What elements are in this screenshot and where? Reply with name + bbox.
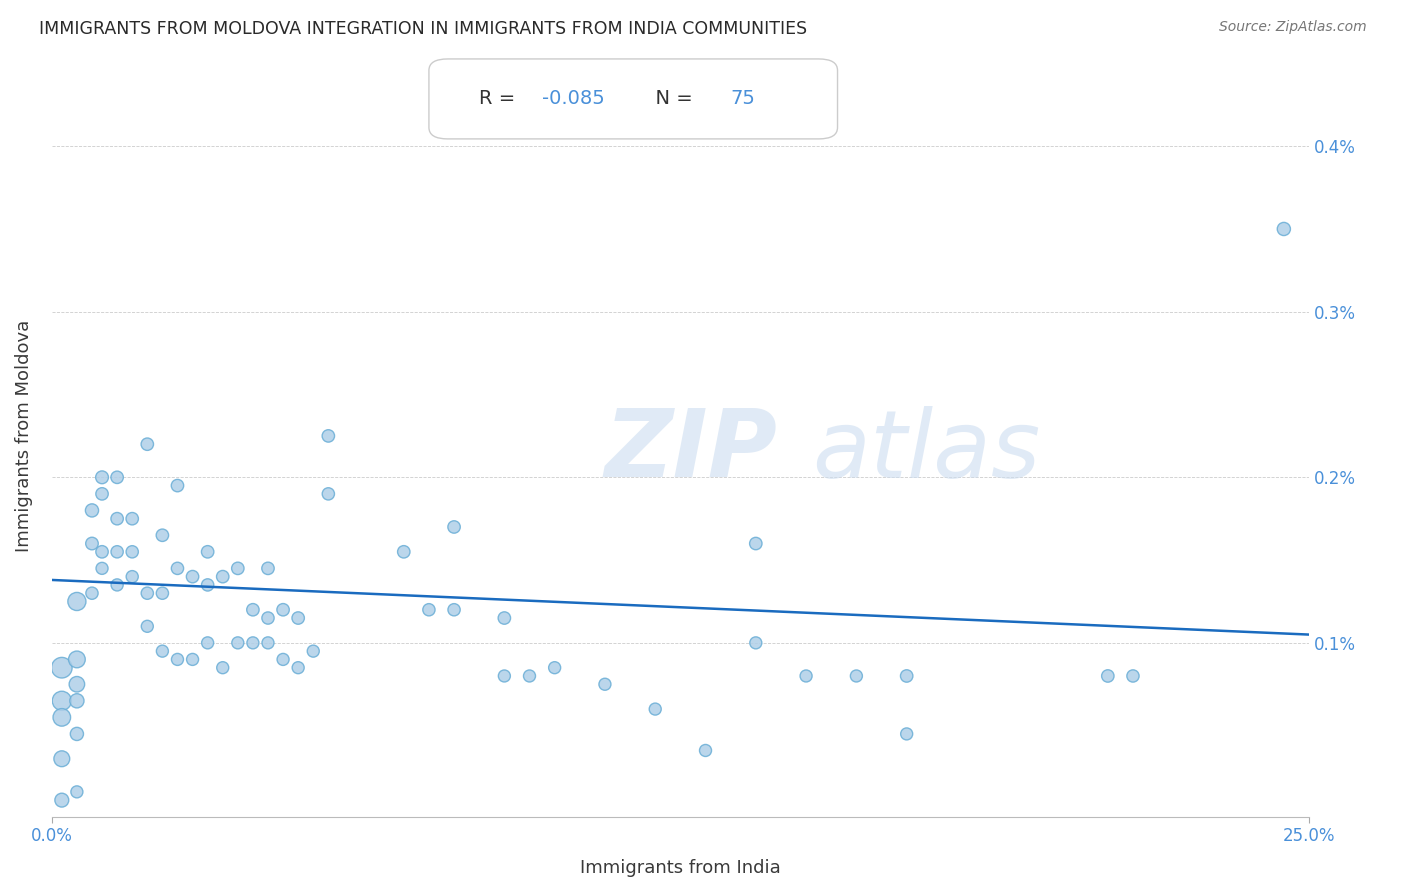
Point: [51, 710, 73, 724]
Point: [226, 636, 249, 650]
Point: [257, 561, 280, 575]
Point: [121, 569, 143, 583]
Point: [66, 694, 89, 708]
Point: [136, 586, 159, 600]
Point: [1097, 669, 1119, 683]
Text: -0.085: -0.085: [543, 89, 605, 109]
Point: [271, 603, 294, 617]
Point: [896, 669, 918, 683]
Point: [794, 669, 817, 683]
Point: [51, 752, 73, 766]
Point: [418, 603, 440, 617]
Point: [543, 661, 565, 675]
Point: [80, 586, 103, 600]
Point: [197, 578, 219, 592]
Point: [105, 578, 128, 592]
Point: [166, 478, 188, 492]
Point: [392, 545, 415, 559]
Point: [66, 594, 89, 608]
Point: [150, 586, 173, 600]
Point: [197, 545, 219, 559]
Point: [197, 636, 219, 650]
Point: [51, 793, 73, 807]
Point: [745, 636, 768, 650]
Point: [443, 520, 465, 534]
Point: [242, 603, 264, 617]
Text: Source: ZipAtlas.com: Source: ZipAtlas.com: [1219, 20, 1367, 34]
Point: [121, 545, 143, 559]
Point: [257, 636, 280, 650]
Point: [66, 677, 89, 691]
Point: [91, 561, 114, 575]
FancyBboxPatch shape: [429, 59, 838, 139]
Point: [494, 611, 516, 625]
Point: [51, 661, 73, 675]
Point: [181, 569, 204, 583]
Point: [166, 652, 188, 666]
Point: [136, 437, 159, 451]
Point: [287, 661, 309, 675]
Point: [644, 702, 666, 716]
Point: [896, 727, 918, 741]
Point: [271, 652, 294, 666]
Point: [1272, 222, 1295, 236]
Point: [257, 611, 280, 625]
Point: [105, 470, 128, 484]
Text: N =: N =: [643, 89, 699, 109]
Point: [136, 619, 159, 633]
Point: [494, 669, 516, 683]
Text: IMMIGRANTS FROM MOLDOVA INTEGRATION IN IMMIGRANTS FROM INDIA COMMUNITIES: IMMIGRANTS FROM MOLDOVA INTEGRATION IN I…: [39, 20, 807, 37]
Point: [181, 652, 204, 666]
Point: [211, 569, 233, 583]
Text: 75: 75: [731, 89, 755, 109]
Point: [150, 528, 173, 542]
Y-axis label: Immigrants from Moldova: Immigrants from Moldova: [15, 320, 32, 552]
Point: [745, 536, 768, 550]
Point: [845, 669, 868, 683]
Point: [166, 561, 188, 575]
Point: [1122, 669, 1144, 683]
Text: atlas: atlas: [813, 406, 1040, 497]
Point: [695, 743, 717, 757]
Point: [242, 636, 264, 650]
Point: [91, 470, 114, 484]
Point: [91, 487, 114, 501]
Point: [287, 611, 309, 625]
Point: [226, 561, 249, 575]
Point: [91, 545, 114, 559]
Point: [150, 644, 173, 658]
X-axis label: Immigrants from India: Immigrants from India: [581, 859, 780, 877]
Point: [66, 652, 89, 666]
Point: [593, 677, 616, 691]
Point: [318, 429, 340, 443]
Point: [105, 545, 128, 559]
Point: [80, 536, 103, 550]
Point: [211, 661, 233, 675]
Point: [302, 644, 325, 658]
Point: [443, 603, 465, 617]
Text: ZIP: ZIP: [605, 405, 778, 497]
Text: R =: R =: [479, 89, 522, 109]
Point: [519, 669, 541, 683]
Point: [121, 511, 143, 525]
Point: [105, 511, 128, 525]
Point: [80, 503, 103, 517]
Point: [66, 727, 89, 741]
Point: [66, 785, 89, 799]
Point: [318, 487, 340, 501]
Point: [51, 694, 73, 708]
